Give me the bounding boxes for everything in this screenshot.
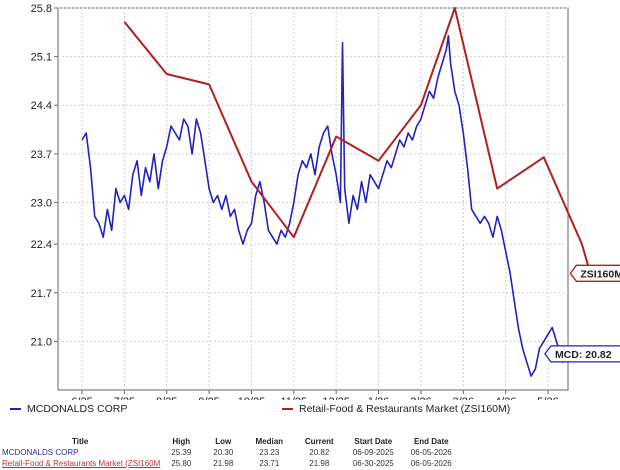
row-low: 20.30 [213, 448, 234, 457]
row-end-date: 06-05-2026 [410, 459, 452, 468]
summary-table: Title High Low Median Current Start Date… [0, 436, 620, 469]
x-tick-label: 3/26 [453, 396, 474, 400]
header-title: Title [71, 437, 89, 446]
x-tick-label: 1/26 [368, 396, 389, 400]
row-current: 21.98 [309, 459, 330, 468]
x-axis: 6/25 7/25 8/25 9/25 10/25 11/25 12/25 1/26 2/26 3… [71, 390, 559, 400]
row-current: 20.82 [309, 448, 330, 457]
value-tag-mcd: MCD: 20.82 [544, 345, 620, 363]
y-tick-label: 21.0 [31, 336, 52, 348]
x-tick-label: 5/26 [537, 396, 558, 400]
x-tick-label: 4/26 [495, 396, 516, 400]
header-high: High [172, 437, 191, 446]
x-tick-label: 9/25 [198, 396, 219, 400]
legend-swatch-mcd [10, 408, 21, 410]
table-row: Retail-Food & Restaurants Market (ZSI160… [0, 458, 620, 469]
value-tags: MCD: 20.82 ZSI160M: 21.98 [544, 264, 620, 363]
value-tag-zsi: ZSI160M: 21.98 [569, 264, 620, 282]
row-high: 25.39 [171, 448, 192, 457]
y-tick-label: 23.7 [31, 149, 52, 161]
header-end-date: End Date [413, 437, 449, 446]
series-line-zsi [123, 7, 592, 274]
legend-label-zsi: Retail-Food & Restaurants Market (ZSI160… [299, 403, 511, 415]
x-tick-label: 8/25 [156, 396, 177, 400]
value-tag-box [569, 264, 620, 282]
y-tick-label: 24.4 [31, 100, 52, 112]
value-tag-box [544, 345, 620, 363]
row-end-date: 06-05-2026 [410, 448, 452, 457]
header-low: Low [215, 437, 232, 446]
row-median: 23.71 [259, 459, 280, 468]
row-start-date: 06-30-2025 [352, 459, 394, 468]
value-tag-label: ZSI160M: 21.98 [580, 268, 620, 280]
legend-item-zsi: Retail-Food & Restaurants Market (ZSI160… [282, 403, 510, 415]
value-tag-label: MCD: 20.82 [555, 349, 612, 361]
y-tick-label: 25.8 [31, 3, 52, 15]
price-chart: 21.0 21.7 22.4 23.0 23.7 24.4 25.1 25.8 6/25 7/2… [31, 3, 620, 400]
legend-swatch-zsi [282, 408, 293, 410]
plot-area [57, 7, 569, 391]
series-line-mcd [81, 34, 566, 377]
x-tick-label: 12/25 [322, 396, 350, 400]
header-current: Current [304, 437, 334, 446]
legend-label-mcd: MCDONALDS CORP [27, 403, 128, 415]
gridlines [58, 7, 568, 390]
row-median: 23.23 [259, 448, 280, 457]
table-header-row: Title High Low Median Current Start Date… [0, 436, 620, 447]
row-title[interactable]: Retail-Food & Restaurants Market (ZSI160… [2, 459, 161, 468]
y-tick-label: 22.4 [31, 239, 52, 251]
row-low: 21.98 [213, 459, 234, 468]
y-axis: 21.0 21.7 22.4 23.0 23.7 24.4 25.1 25.8 [31, 3, 58, 348]
header-median: Median [255, 437, 284, 446]
x-tick-label: 2/26 [410, 396, 431, 400]
header-start-date: Start Date [354, 437, 393, 446]
x-tick-label: 10/25 [238, 396, 266, 400]
legend-item-mcd: MCDONALDS CORP [10, 403, 127, 415]
x-tick-label: 11/25 [280, 396, 307, 400]
y-tick-label: 25.1 [31, 52, 52, 64]
y-tick-label: 21.7 [31, 288, 52, 300]
row-title: MCDONALDS CORP [2, 448, 79, 457]
table-row: MCDONALDS CORP 25.39 20.30 23.23 20.82 0… [0, 447, 620, 458]
row-high: 25.80 [171, 459, 192, 468]
row-start-date: 06-09-2025 [352, 448, 394, 457]
series-lines [81, 7, 592, 377]
x-tick-label: 7/25 [114, 396, 135, 400]
x-tick-label: 6/25 [71, 396, 92, 400]
y-tick-label: 23.0 [31, 197, 52, 209]
